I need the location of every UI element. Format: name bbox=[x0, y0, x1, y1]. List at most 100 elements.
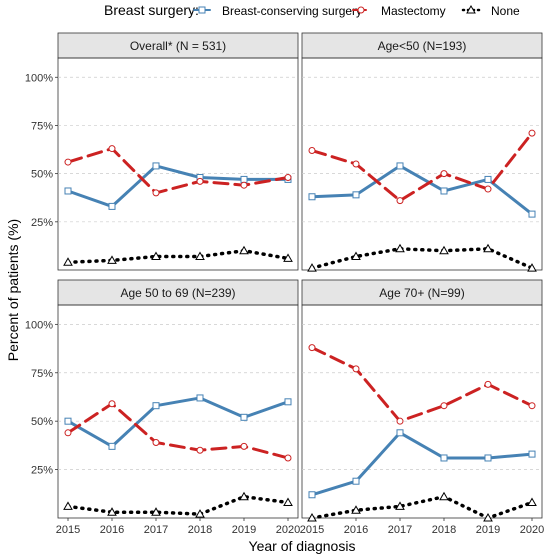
data-point bbox=[352, 191, 360, 199]
data-point bbox=[63, 257, 73, 266]
legend-label-none: None bbox=[491, 4, 520, 18]
data-point bbox=[439, 491, 449, 501]
x-axis-title: Year of diagnosis bbox=[249, 538, 356, 554]
panels: Overall* (N = 531) 25% 50% 75% 100% Age<50 (N… bbox=[25, 32, 544, 536]
x-tick-label: 2018 bbox=[432, 524, 456, 536]
x-tick-label: 2015 bbox=[56, 524, 80, 536]
series-mastectomy bbox=[308, 129, 536, 205]
y-tick-label: 25% bbox=[31, 217, 53, 229]
panel-border bbox=[301, 304, 543, 519]
data-point bbox=[63, 501, 73, 510]
data-point bbox=[484, 454, 492, 462]
series-line bbox=[66, 396, 290, 448]
data-point bbox=[284, 173, 292, 181]
x-tick-label: 2019 bbox=[476, 524, 500, 536]
x-tick-label: 2017 bbox=[144, 524, 168, 536]
series-mastectomy bbox=[308, 344, 536, 425]
series-line bbox=[310, 164, 534, 216]
data-point bbox=[308, 491, 316, 499]
data-point bbox=[240, 181, 248, 189]
series-none bbox=[63, 491, 293, 518]
data-point bbox=[284, 454, 292, 462]
panel-border bbox=[301, 57, 543, 271]
panel-strip bbox=[57, 32, 299, 59]
series-mastectomy bbox=[64, 400, 292, 462]
data-point bbox=[107, 255, 117, 264]
series-mastectomy bbox=[64, 145, 292, 197]
series-line bbox=[66, 494, 290, 516]
data-point bbox=[152, 402, 160, 410]
data-point bbox=[352, 365, 360, 373]
data-point bbox=[195, 509, 205, 518]
legend-label-mastectomy: Mastectomy bbox=[381, 4, 446, 18]
data-point bbox=[396, 417, 404, 425]
panel-strip bbox=[301, 32, 543, 59]
legend-title: Breast surgery: bbox=[104, 2, 199, 18]
data-point bbox=[108, 400, 116, 408]
data-point bbox=[395, 243, 405, 253]
x-tick-label: 2018 bbox=[188, 524, 212, 536]
panel-border bbox=[57, 304, 299, 519]
legend-marker-breast-conserving-surgery bbox=[198, 6, 206, 14]
x-tick-label: 2020 bbox=[520, 524, 544, 536]
data-point bbox=[283, 253, 293, 262]
data-point bbox=[528, 402, 536, 410]
data-point bbox=[151, 251, 161, 261]
y-tick-label: 75% bbox=[31, 368, 53, 380]
data-point bbox=[528, 450, 536, 458]
legend-marker-none bbox=[466, 4, 476, 14]
data-point bbox=[196, 394, 204, 402]
data-point bbox=[239, 491, 249, 501]
data-point bbox=[240, 442, 248, 450]
data-point bbox=[395, 501, 405, 510]
data-point bbox=[240, 413, 248, 421]
y-tick-label: 75% bbox=[31, 120, 53, 132]
data-point bbox=[152, 162, 160, 170]
data-point bbox=[484, 175, 492, 183]
series-line bbox=[310, 494, 534, 520]
data-point bbox=[64, 417, 72, 425]
panel-title: Age 70+ (N=99) bbox=[379, 286, 464, 300]
data-point bbox=[351, 505, 361, 514]
data-point bbox=[352, 477, 360, 485]
data-point bbox=[64, 158, 72, 166]
series-line bbox=[66, 164, 290, 208]
data-point bbox=[283, 497, 293, 507]
data-point bbox=[152, 189, 160, 197]
series-line bbox=[310, 431, 534, 497]
data-point bbox=[308, 193, 316, 201]
data-point bbox=[308, 147, 316, 155]
legend-label-breast-conserving-surgery: Breast-conserving surgery bbox=[222, 4, 362, 18]
data-point bbox=[195, 251, 205, 261]
panel-title: Age 50 to 69 (N=239) bbox=[120, 286, 235, 300]
x-tick-label: 2017 bbox=[388, 524, 412, 536]
y-tick-label: 100% bbox=[25, 319, 53, 331]
x-tick-label: 2015 bbox=[300, 524, 324, 536]
panel-age-50-n-193: Age<50 (N=193) bbox=[301, 32, 543, 272]
data-point bbox=[108, 202, 116, 210]
series-line bbox=[310, 131, 534, 203]
series-none bbox=[63, 245, 293, 266]
series-none bbox=[307, 243, 537, 272]
panel-title: Age<50 (N=193) bbox=[378, 39, 467, 53]
series-line bbox=[310, 346, 534, 423]
data-point bbox=[527, 263, 537, 272]
series-breast-conserving-surgery bbox=[308, 162, 536, 218]
data-point bbox=[351, 251, 361, 261]
data-point bbox=[307, 512, 317, 522]
data-point bbox=[352, 160, 360, 168]
data-point bbox=[484, 380, 492, 388]
data-point bbox=[64, 187, 72, 195]
x-tick-label: 2016 bbox=[344, 524, 368, 536]
data-point bbox=[196, 446, 204, 454]
data-point bbox=[284, 398, 292, 406]
data-point bbox=[396, 429, 404, 437]
data-point bbox=[483, 243, 493, 253]
x-tick-label: 2016 bbox=[100, 524, 124, 536]
data-point bbox=[396, 162, 404, 170]
series-line bbox=[310, 247, 534, 270]
y-tick-label: 25% bbox=[31, 465, 53, 477]
x-tick-label: 2019 bbox=[232, 524, 256, 536]
data-point bbox=[152, 438, 160, 446]
data-point bbox=[107, 507, 117, 516]
